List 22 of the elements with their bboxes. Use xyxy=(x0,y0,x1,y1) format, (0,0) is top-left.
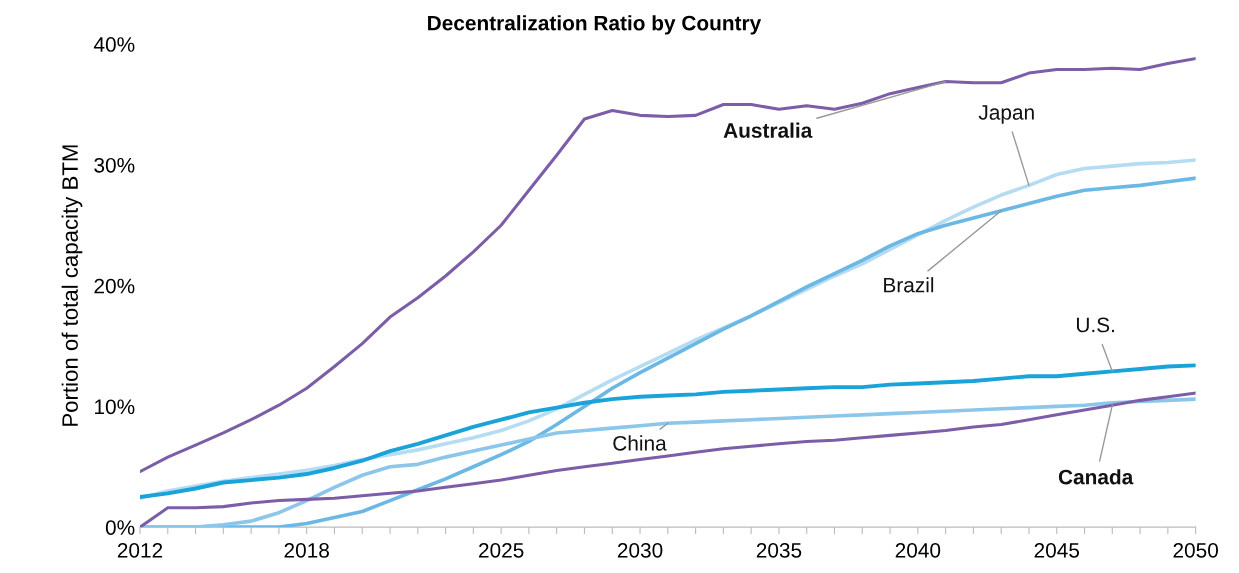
x-tick-label: 2030 xyxy=(617,542,663,558)
text: Canada xyxy=(1058,469,1134,485)
x-tick-label: 2018 xyxy=(284,542,329,558)
text: Japan xyxy=(978,105,1034,124)
x-tick-label: 2035 xyxy=(756,542,802,558)
x-tick-label: 2045 xyxy=(1034,542,1080,558)
y-tick-label: 20% xyxy=(94,278,135,294)
series-label: U.S. xyxy=(1076,317,1114,333)
y-tick-label: 40% xyxy=(93,37,135,52)
y-tick-label: 30% xyxy=(94,157,135,173)
x-tick-label: 2012 xyxy=(117,542,163,558)
x-tick-label: 2050 xyxy=(1173,542,1218,558)
y-tick-label: 10% xyxy=(95,399,135,415)
y-tick-label: 0% xyxy=(105,520,135,535)
series-label: Brazil xyxy=(884,277,934,293)
y-axis-title: Portion of total capacity BTM xyxy=(61,145,83,426)
line-series xyxy=(140,363,1196,499)
x-tick-label: 2025 xyxy=(479,542,524,558)
chart-title: Decentralization Ratio by Country xyxy=(428,15,762,35)
series-label: Australia xyxy=(723,122,813,138)
series-label: China xyxy=(613,435,667,451)
x-tick-label: 2040 xyxy=(895,542,941,558)
